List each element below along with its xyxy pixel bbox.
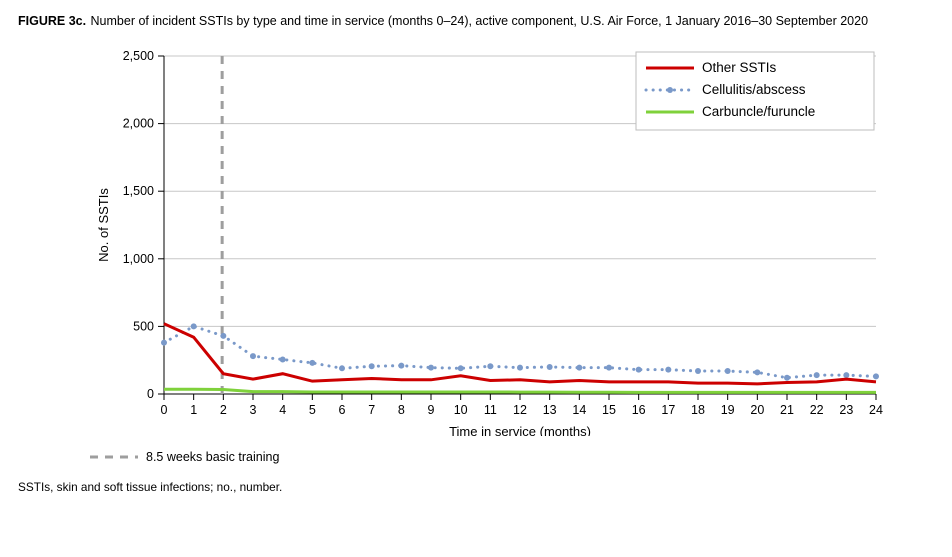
figure-footnote: SSTIs, skin and soft tissue infections; … xyxy=(18,480,934,494)
svg-text:24: 24 xyxy=(869,403,883,417)
svg-text:19: 19 xyxy=(721,403,735,417)
svg-text:10: 10 xyxy=(454,403,468,417)
reference-line-label: 8.5 weeks basic training xyxy=(146,450,279,464)
svg-text:1: 1 xyxy=(190,403,197,417)
svg-text:17: 17 xyxy=(661,403,675,417)
svg-text:9: 9 xyxy=(428,403,435,417)
svg-text:16: 16 xyxy=(632,403,646,417)
svg-text:12: 12 xyxy=(513,403,527,417)
svg-text:Cellulitis/abscess: Cellulitis/abscess xyxy=(702,82,806,97)
svg-text:2: 2 xyxy=(220,403,227,417)
svg-text:4: 4 xyxy=(279,403,286,417)
svg-text:21: 21 xyxy=(780,403,794,417)
svg-text:1,500: 1,500 xyxy=(123,184,154,198)
svg-text:7: 7 xyxy=(368,403,375,417)
svg-text:22: 22 xyxy=(810,403,824,417)
svg-text:0: 0 xyxy=(147,387,154,401)
svg-text:Carbuncle/furuncle: Carbuncle/furuncle xyxy=(702,104,815,119)
figure-caption: Number of incident SSTIs by type and tim… xyxy=(91,14,868,28)
svg-text:20: 20 xyxy=(750,403,764,417)
svg-text:5: 5 xyxy=(309,403,316,417)
svg-text:13: 13 xyxy=(543,403,557,417)
svg-text:1,000: 1,000 xyxy=(123,252,154,266)
svg-text:3: 3 xyxy=(250,403,257,417)
figure-3c: FIGURE 3c. Number of incident SSTIs by t… xyxy=(0,0,952,506)
figure-label: FIGURE 3c. xyxy=(18,14,86,28)
svg-text:500: 500 xyxy=(133,319,154,333)
svg-text:Other SSTIs: Other SSTIs xyxy=(702,60,777,75)
svg-text:0: 0 xyxy=(161,403,168,417)
svg-text:2,500: 2,500 xyxy=(123,49,154,63)
svg-text:11: 11 xyxy=(484,403,497,417)
figure-title: FIGURE 3c. Number of incident SSTIs by t… xyxy=(18,12,934,30)
svg-text:15: 15 xyxy=(602,403,616,417)
svg-text:Time in service (months): Time in service (months) xyxy=(449,424,591,436)
svg-text:No. of SSTIs: No. of SSTIs xyxy=(96,188,111,262)
reference-line-key: 8.5 weeks basic training xyxy=(88,448,934,466)
svg-text:23: 23 xyxy=(839,403,853,417)
reference-line-sample xyxy=(88,448,140,466)
chart-area: 05001,0001,5002,0002,5000123456789101112… xyxy=(88,36,934,436)
line-chart: 05001,0001,5002,0002,5000123456789101112… xyxy=(88,36,898,436)
svg-text:18: 18 xyxy=(691,403,705,417)
svg-text:2,000: 2,000 xyxy=(123,117,154,131)
svg-text:14: 14 xyxy=(572,403,586,417)
svg-text:6: 6 xyxy=(339,403,346,417)
svg-text:8: 8 xyxy=(398,403,405,417)
